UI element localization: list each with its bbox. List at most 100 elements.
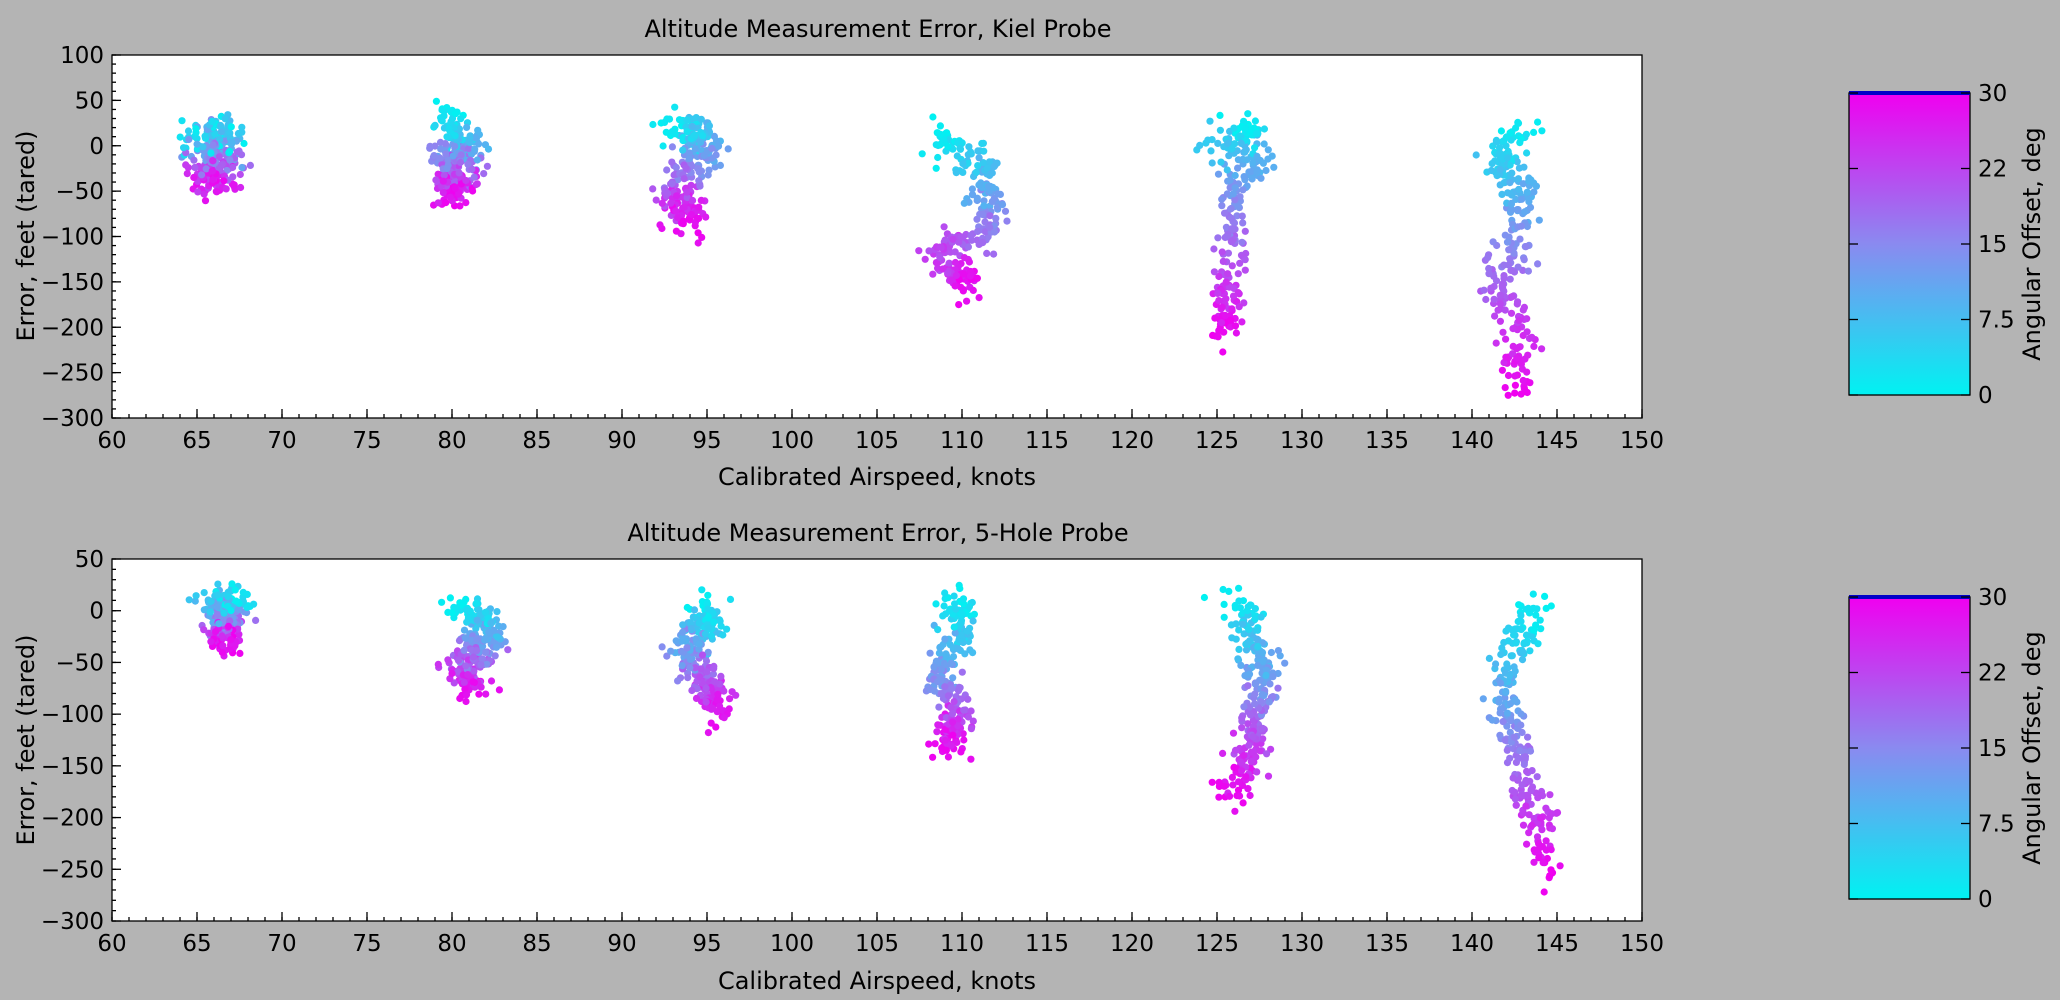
scatter-point (1251, 144, 1259, 152)
scatter-point (998, 201, 1007, 209)
scatter-point (462, 691, 471, 699)
scatter-point (652, 196, 660, 204)
scatter-point (1520, 639, 1528, 647)
scatter-point (1516, 625, 1524, 633)
scatter-point (194, 188, 202, 196)
kiel-probe-panel: Altitude Measurement Error, Kiel Probe 6… (12, 15, 2046, 491)
scatter-point (464, 160, 472, 168)
scatter-point (1202, 139, 1210, 147)
scatter-point (699, 132, 707, 140)
scatter-point (1523, 388, 1531, 397)
scatter-point (935, 703, 943, 711)
scatter-point (1226, 176, 1234, 184)
scatter-point (720, 687, 728, 695)
scatter-point (1222, 223, 1230, 231)
y-tick-label: 50 (75, 547, 104, 573)
scatter-point (1496, 166, 1504, 174)
scatter-point (667, 199, 675, 207)
scatter-point (678, 662, 686, 670)
scatter-point (935, 649, 944, 657)
scatter-point (1238, 212, 1246, 220)
scatter-point (224, 622, 233, 631)
scatter-point (1523, 328, 1531, 336)
scatter-point (1246, 601, 1254, 609)
scatter-point (1513, 345, 1521, 353)
scatter-point (930, 663, 938, 671)
x-tick-label: 90 (607, 428, 636, 454)
scatter-point (1530, 188, 1538, 196)
chart-title: Altitude Measurement Error, 5-Hole Probe (627, 519, 1128, 547)
scatter-point (1526, 203, 1535, 211)
scatter-point (1517, 721, 1525, 729)
scatter-point (470, 667, 478, 675)
scatter-point (243, 603, 251, 612)
scatter-point (674, 176, 682, 184)
scatter-point (469, 653, 477, 661)
scatter-point (1498, 190, 1506, 198)
scatter-point (182, 161, 190, 169)
scatter-point (1518, 195, 1526, 203)
scatter-point (1542, 604, 1550, 613)
scatter-point (1206, 117, 1214, 125)
scatter-point (1262, 671, 1270, 680)
scatter-point (925, 247, 933, 255)
scatter-point (252, 616, 260, 625)
scatter-point (432, 97, 440, 105)
scatter-point (940, 223, 948, 231)
scatter-point (1502, 133, 1510, 141)
scatter-point (1513, 354, 1521, 362)
scatter-point (1535, 216, 1543, 224)
scatter-point (1264, 146, 1272, 154)
scatter-point (1262, 666, 1270, 674)
x-tick-label: 105 (855, 931, 899, 957)
scatter-point (1526, 647, 1534, 655)
colorbar-ticks: 30 22 15 7.5 0 (1849, 585, 2015, 913)
scatter-point (484, 145, 493, 153)
scatter-point (703, 599, 712, 608)
scatter-point (1495, 144, 1504, 152)
scatter-point (1218, 248, 1226, 256)
scatter-point (1227, 316, 1235, 324)
scatter-point (1207, 147, 1215, 155)
y-tick-label: −100 (41, 225, 104, 251)
scatter-point (1246, 711, 1255, 719)
scatter-point (934, 264, 942, 272)
scatter-point (949, 674, 957, 682)
scatter-point (1527, 787, 1535, 795)
scatter-point (1538, 345, 1546, 353)
scatter-point (936, 122, 945, 130)
scatter-point (1496, 731, 1504, 739)
scatter-point (1536, 814, 1544, 822)
scatter-point (1267, 648, 1275, 657)
scatter-point (1244, 110, 1252, 118)
x-tick-label: 145 (1535, 428, 1579, 454)
scatter-point (707, 632, 716, 640)
scatter-point (1490, 295, 1498, 303)
scatter-point (1237, 758, 1245, 766)
scatter-point (473, 635, 481, 643)
scatter-point (682, 164, 690, 172)
scatter-point (200, 589, 208, 597)
scatter-point (959, 287, 967, 295)
scatter-point (1215, 778, 1223, 787)
scatter-point (1247, 748, 1255, 756)
scatter-point (232, 597, 240, 605)
scatter-point (958, 139, 966, 147)
scatter-point (1534, 846, 1542, 854)
scatter-point (1259, 657, 1267, 665)
x-tick-label: 85 (522, 931, 551, 957)
scatter-point (1001, 207, 1010, 215)
scatter-point (680, 203, 688, 211)
scatter-point (1234, 655, 1242, 663)
scatter-point (702, 684, 710, 692)
scatter-point (1518, 791, 1526, 799)
scatter-point (1256, 747, 1264, 755)
scatter-point (1519, 180, 1527, 188)
scatter-point (1262, 166, 1270, 175)
scatter-point (481, 636, 489, 644)
scatter-point (1493, 172, 1501, 180)
scatter-point (1214, 289, 1222, 297)
scatter-point (1506, 161, 1514, 169)
scatter-point (1227, 214, 1235, 222)
scatter-point (949, 235, 957, 243)
